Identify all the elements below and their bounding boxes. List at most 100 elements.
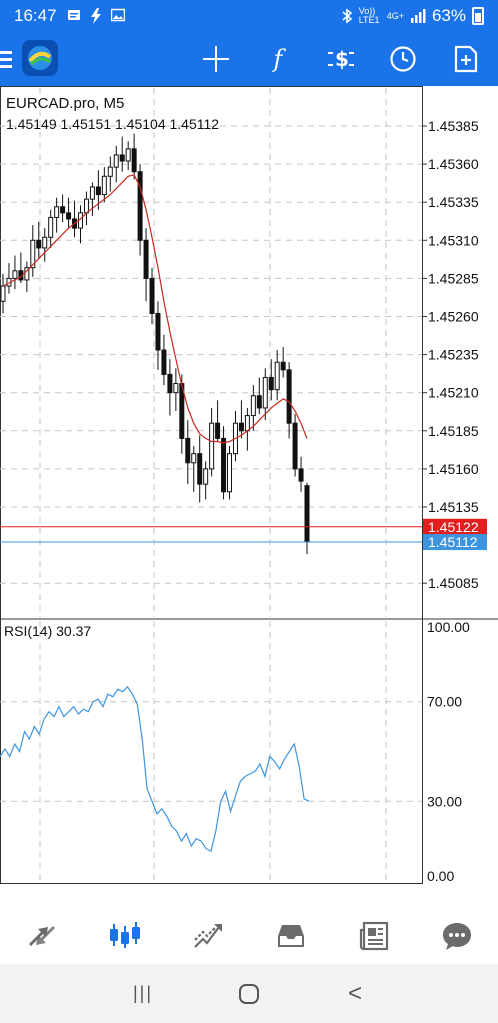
svg-text:$: $ (335, 47, 349, 71)
trade-icon (193, 924, 222, 948)
candle-body-17 (101, 175, 107, 196)
rsi-tick-label-3: 0.00 (427, 868, 454, 884)
candle-body-47 (280, 361, 286, 371)
rsi-line (0, 685, 310, 852)
status-right: Vo)) LTE1 4G+ 63% (341, 6, 484, 26)
candle-body-49 (292, 422, 298, 470)
recents-icon: ||| (132, 983, 154, 1003)
logo-icon (28, 46, 52, 70)
chart-frame (0, 86, 423, 884)
candle-body-7 (42, 236, 48, 249)
indicators-button[interactable]: f (256, 32, 300, 86)
rsi-title: RSI(14) 30.37 (4, 623, 92, 639)
crosshair-button[interactable] (194, 32, 238, 86)
y-tick-label-1: 1.45360 (428, 156, 479, 172)
candle-body-2 (12, 270, 18, 279)
nav-trade[interactable] (178, 908, 238, 964)
recents-button[interactable]: ||| (123, 974, 163, 1014)
candle-body-48 (286, 369, 292, 424)
nav-quotes[interactable] (12, 908, 72, 964)
battery-percent: 63% (431, 6, 466, 25)
y-tick-label-4: 1.45285 (428, 270, 479, 286)
timeframe-button[interactable] (381, 32, 425, 86)
nav-messages[interactable] (427, 908, 487, 964)
candle-body-26 (155, 312, 161, 351)
nav-news[interactable] (344, 908, 404, 964)
y-tick-label-10: 1.45135 (428, 499, 479, 515)
menu-button[interactable] (0, 32, 16, 86)
y-tick-label-7: 1.45210 (428, 385, 479, 401)
home-button[interactable] (229, 974, 269, 1014)
news-icon (359, 921, 388, 951)
bottom-nav (0, 908, 498, 964)
new-order-button[interactable] (444, 32, 488, 86)
status-bar: 16:47 Vo)) LTE1 4G+ 63% (0, 0, 498, 32)
chart-symbol-title: EURCAD.pro, M5 (6, 95, 125, 112)
candle-body-36 (215, 422, 221, 439)
symbols-button[interactable]: $ (319, 32, 363, 86)
candle-body-8 (48, 216, 54, 238)
app-toolbar: f $ (0, 32, 498, 86)
candle-body-38 (227, 453, 233, 493)
y-tick-label-5: 1.45260 (428, 309, 479, 325)
candle-body-16 (95, 186, 101, 196)
nav-chart[interactable] (95, 908, 155, 964)
candle-body-4 (24, 267, 30, 281)
hamburger-icon (0, 57, 12, 61)
network-label: Vo)) LTE1 (358, 6, 380, 25)
chart-area[interactable]: 1.45385 1.45360 1.45335 1.45310 1.45285 1.452… (0, 86, 498, 886)
new-order-icon (454, 45, 478, 73)
metatrader-logo[interactable] (22, 40, 58, 76)
back-button[interactable]: < (335, 974, 375, 1014)
candle-body-50 (298, 468, 304, 482)
chart-icon (109, 922, 140, 948)
candle-body-51 (304, 485, 310, 543)
bolt-icon (90, 8, 101, 24)
message-icon (67, 10, 80, 20)
messages-icon (442, 923, 471, 950)
ask-label: 1.45112 (428, 534, 478, 550)
indicators-icon: f (273, 45, 283, 73)
y-tick-label-3: 1.45310 (428, 232, 479, 248)
quotes-icon (28, 926, 55, 946)
symbols-icon: $ (328, 47, 354, 71)
candle-body-45 (268, 376, 274, 391)
history-icon (277, 925, 304, 947)
candle-body-21 (125, 148, 131, 162)
candle-body-18 (107, 166, 113, 177)
y-tick-label-2: 1.45335 (428, 194, 479, 210)
candle-body-11 (66, 212, 72, 220)
y-tick-label-0: 1.45385 (428, 118, 479, 134)
candle-body-22 (131, 148, 137, 173)
candle-body-23 (137, 171, 143, 241)
candle-body-44 (262, 376, 268, 409)
candle-body-0 (0, 285, 6, 302)
ma-line (2, 174, 308, 444)
bid-label: 1.45122 (428, 519, 479, 535)
candle-body-40 (238, 422, 244, 432)
candle-body-24 (143, 239, 149, 279)
candle-body-10 (60, 206, 66, 214)
candle-body-42 (250, 395, 256, 417)
candle-body-43 (256, 395, 262, 409)
candle-body-19 (113, 154, 119, 168)
y-tick-label-11: 1.45085 (428, 575, 479, 591)
network-type: 4G+ (386, 11, 404, 21)
candle-body-5 (30, 239, 36, 269)
candle-body-15 (89, 186, 95, 200)
candle-body-6 (36, 239, 42, 249)
signal-icon (410, 9, 426, 23)
rsi-tick-label-1: 70.00 (427, 694, 462, 710)
bid-label-bg (423, 518, 487, 535)
candle-body-14 (83, 198, 89, 214)
candle-body-34 (203, 468, 209, 485)
bluetooth-icon (342, 8, 352, 24)
candle-body-32 (191, 453, 197, 464)
candle-body-28 (167, 373, 173, 394)
chart-svg[interactable]: 1.45385 1.45360 1.45335 1.45310 1.45285 1.452… (0, 86, 498, 886)
clock: 16:47 (14, 6, 57, 25)
candle-body-37 (221, 437, 227, 493)
nav-history[interactable] (261, 908, 321, 964)
image-icon (110, 8, 125, 22)
home-icon (239, 983, 259, 1004)
